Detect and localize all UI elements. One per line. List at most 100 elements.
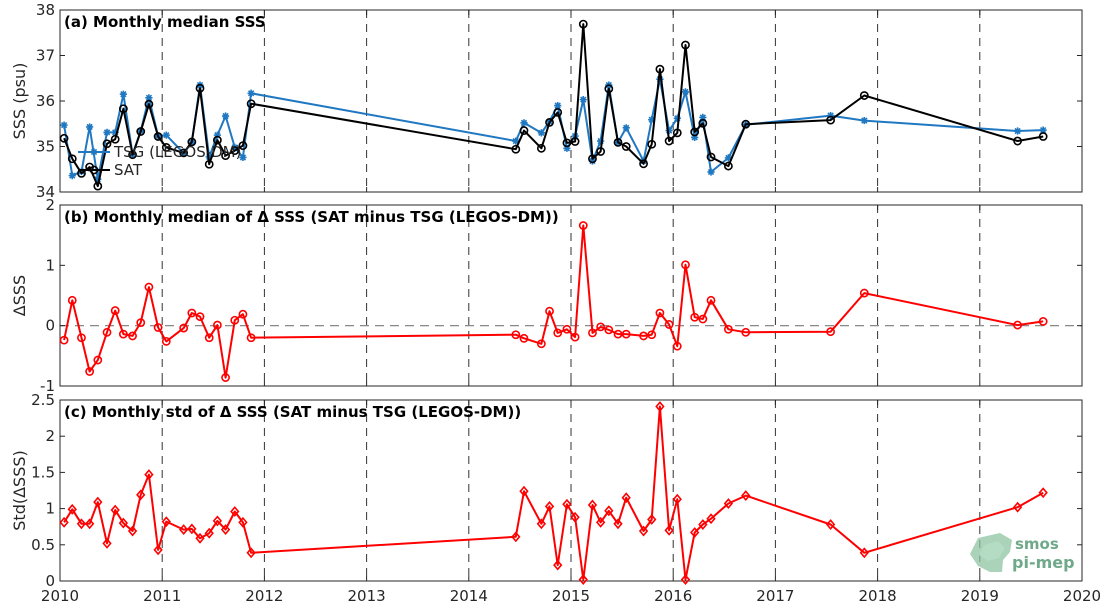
data-point	[588, 157, 597, 165]
data-point	[570, 137, 580, 146]
data-point	[520, 119, 528, 127]
data-point	[545, 117, 554, 127]
x-tick-label: 2020	[1063, 587, 1101, 605]
data-point	[136, 318, 146, 328]
panel-title: (c) Monthly std of Δ SSS (SAT minus TSG …	[64, 403, 521, 421]
data-point	[664, 320, 674, 329]
data-point	[536, 518, 547, 530]
data-point	[604, 505, 614, 517]
x-tick-label: 2010	[41, 587, 79, 605]
data-point	[680, 574, 691, 585]
data-point	[553, 328, 563, 338]
data-point	[672, 341, 682, 351]
data-point	[204, 527, 214, 539]
data-point	[187, 523, 197, 535]
data-point	[639, 331, 648, 341]
data-point	[825, 519, 836, 530]
data-point	[187, 308, 197, 318]
data-point	[118, 517, 129, 529]
legend-entry-1: TSG (LEGOS-DM)	[78, 143, 241, 161]
data-point	[691, 133, 699, 141]
logo-line-2: pi-mep	[1012, 553, 1075, 572]
panel-title: (b) Monthly median of Δ SSS (SAT minus T…	[64, 208, 559, 226]
data-point	[511, 330, 521, 340]
y-tick-label: 37	[36, 47, 55, 65]
data-point	[1013, 136, 1023, 146]
data-point	[153, 323, 163, 332]
data-point	[698, 118, 708, 128]
series-line	[63, 405, 1044, 581]
data-point	[118, 329, 128, 339]
y-tick-label: 35	[36, 138, 55, 156]
data-point	[578, 19, 588, 29]
data-point	[595, 516, 606, 528]
data-point	[553, 107, 563, 117]
data-point	[187, 137, 197, 147]
data-point	[621, 492, 631, 504]
data-point	[1038, 132, 1048, 141]
data-point	[706, 513, 716, 525]
data-point	[519, 485, 529, 497]
data-point	[681, 40, 690, 50]
data-point	[246, 99, 256, 109]
data-point	[153, 132, 163, 141]
y-tick-label: 1	[45, 256, 55, 274]
data-point	[144, 282, 154, 292]
y-tick-label: 36	[36, 92, 55, 110]
data-point	[826, 111, 835, 120]
data-point	[230, 506, 240, 517]
data-point	[103, 128, 111, 136]
data-point	[161, 516, 171, 528]
data-point	[179, 148, 189, 158]
data-point	[621, 329, 631, 339]
data-point	[212, 320, 222, 330]
y-tick-label: 2	[45, 427, 55, 445]
data-point	[672, 493, 682, 505]
data-point	[511, 531, 521, 543]
data-point	[859, 91, 869, 100]
data-point	[195, 532, 205, 544]
data-point	[221, 151, 230, 160]
y-tick-label: 34	[36, 183, 55, 201]
data-point	[741, 490, 751, 501]
data-point	[681, 88, 690, 96]
data-point	[212, 515, 223, 527]
data-point	[706, 152, 716, 162]
data-point	[221, 373, 230, 382]
data-point	[230, 146, 240, 155]
data-point	[536, 143, 546, 153]
data-point	[859, 288, 869, 298]
data-point	[570, 332, 580, 342]
data-point	[545, 306, 554, 316]
data-point	[93, 496, 103, 508]
data-point	[536, 339, 546, 349]
y-axis-label: ΔSSS	[10, 275, 29, 316]
panel-c-std-delta-sss: 2010 2011 2012 2013 2014 2015 2016 2017 2018 2019…	[10, 391, 1101, 605]
data-point	[76, 518, 87, 530]
legend-label: SAT	[114, 161, 143, 179]
data-point	[690, 312, 700, 322]
series-b-1	[59, 221, 1048, 382]
data-point	[162, 131, 170, 139]
data-point	[118, 104, 128, 114]
data-point	[238, 516, 248, 528]
data-point	[230, 315, 240, 325]
data-point	[638, 525, 649, 537]
data-point	[741, 327, 751, 337]
data-point	[128, 331, 137, 341]
data-point	[613, 138, 623, 147]
data-point	[681, 260, 690, 270]
data-point	[1012, 501, 1023, 513]
data-point	[723, 161, 733, 171]
series-line	[63, 224, 1044, 379]
data-point	[656, 75, 664, 83]
data-point	[664, 136, 674, 146]
series-a-2	[59, 19, 1048, 191]
data-point	[622, 124, 630, 132]
data-point	[179, 323, 189, 333]
data-point	[613, 329, 623, 339]
data-point	[59, 133, 69, 143]
data-point	[110, 306, 120, 315]
data-point	[136, 127, 146, 136]
